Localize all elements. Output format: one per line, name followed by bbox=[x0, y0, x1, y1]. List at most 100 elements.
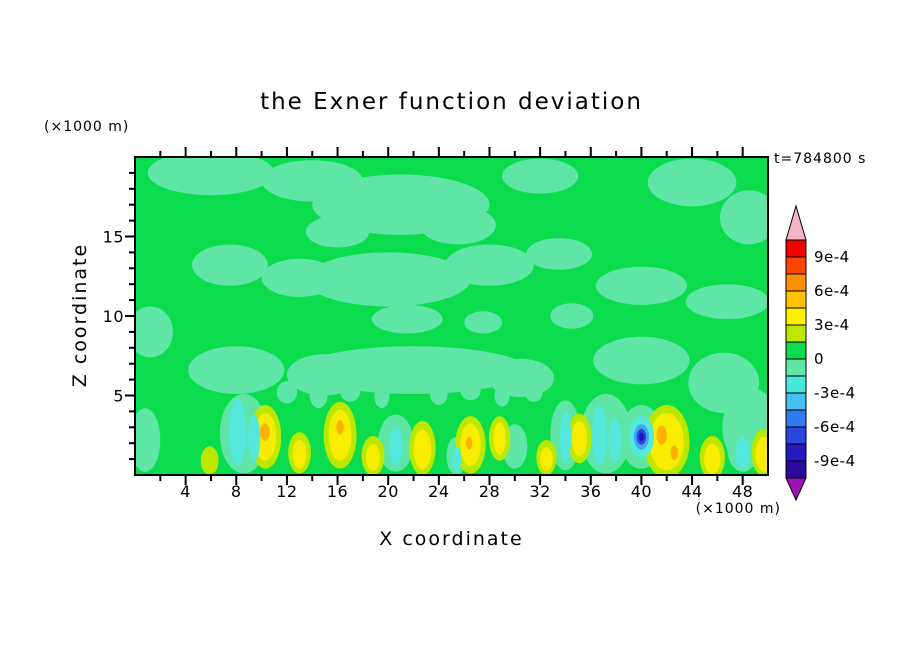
contour-blob bbox=[638, 432, 644, 442]
colorbar-segment bbox=[785, 426, 807, 445]
contour-blob bbox=[592, 405, 608, 466]
x-tick-label: 28 bbox=[479, 482, 500, 501]
contour-blob bbox=[704, 443, 721, 475]
colorbar-segment bbox=[785, 392, 807, 411]
contour-blob bbox=[649, 412, 684, 471]
x-tick-label: 20 bbox=[378, 482, 399, 501]
contour-blob bbox=[340, 379, 361, 402]
axis-ticks bbox=[125, 147, 744, 485]
contour-blob bbox=[336, 420, 344, 435]
contour-blob bbox=[670, 445, 679, 460]
contour-blob bbox=[413, 429, 432, 470]
contour-blob bbox=[292, 440, 307, 469]
y-axis-label: Z coordinate bbox=[69, 242, 91, 388]
contour-blob bbox=[419, 206, 496, 245]
contour-blob bbox=[147, 157, 275, 196]
contour-blob bbox=[188, 346, 285, 394]
contour-blob bbox=[247, 414, 261, 463]
contour-blob bbox=[524, 382, 543, 402]
contour-blob bbox=[647, 158, 737, 207]
contour-blob bbox=[540, 447, 553, 472]
x-tick-label: 44 bbox=[681, 482, 702, 501]
contour-blob bbox=[494, 384, 510, 407]
contour-blob bbox=[735, 436, 751, 469]
y-tick-label: 10 bbox=[103, 307, 124, 326]
colorbar-segment bbox=[785, 358, 807, 377]
colorbar-bottom-arrow bbox=[785, 477, 807, 502]
colorbar-segment bbox=[785, 239, 807, 258]
colorbar-segment bbox=[785, 324, 807, 343]
colorbar-label: -6e-4 bbox=[814, 418, 856, 436]
colorbar-segment bbox=[785, 443, 807, 462]
contour-blob bbox=[656, 425, 667, 445]
contour-blob bbox=[374, 382, 390, 409]
contour-blob bbox=[366, 443, 380, 472]
timestamp-label: t=784800 s bbox=[774, 151, 867, 167]
colorbar-segment bbox=[785, 460, 807, 479]
contour-blob bbox=[228, 398, 247, 466]
contour-blob bbox=[259, 423, 270, 441]
contour-blob bbox=[571, 420, 587, 456]
contour-blob bbox=[445, 244, 534, 286]
x-axis-label: X coordinate bbox=[379, 528, 524, 550]
x-tick-label: 24 bbox=[428, 482, 449, 501]
colorbar-segment bbox=[785, 375, 807, 394]
contour-blob bbox=[608, 417, 622, 463]
contour-blob bbox=[755, 436, 768, 472]
colorbar: 9e-4 6e-4 3e-4 0 -3e-4 -6e-4 -9e-4 bbox=[785, 204, 856, 502]
contour-blob bbox=[388, 427, 403, 466]
x-tick-label: 4 bbox=[180, 482, 191, 501]
colorbar-label: 3e-4 bbox=[814, 316, 850, 334]
colorbar-segment bbox=[785, 409, 807, 428]
contour-blob bbox=[328, 409, 352, 461]
contour-blob bbox=[452, 446, 461, 472]
x-tick-label: 16 bbox=[327, 482, 348, 501]
contour-blob bbox=[595, 266, 687, 305]
colorbar-top-arrow bbox=[785, 204, 807, 241]
colorbar-segment bbox=[785, 273, 807, 292]
plot-frame bbox=[134, 156, 769, 476]
contour-field bbox=[135, 157, 768, 475]
colorbar-segment bbox=[785, 256, 807, 275]
contour-blob bbox=[305, 252, 471, 307]
x-axis-unit: (×1000 m) bbox=[695, 501, 781, 517]
contour-blob bbox=[371, 304, 443, 334]
contour-blob bbox=[309, 382, 328, 409]
y-tick-label: 15 bbox=[103, 228, 124, 247]
contour-blob bbox=[502, 158, 579, 194]
contour-blob bbox=[550, 303, 594, 329]
contour-blob bbox=[719, 190, 768, 245]
colorbar-label: 6e-4 bbox=[814, 282, 850, 300]
contour-blob bbox=[526, 238, 593, 270]
contour-blob bbox=[460, 381, 481, 401]
colorbar-segment bbox=[785, 290, 807, 309]
x-tick-label: 40 bbox=[631, 482, 652, 501]
contour-blob bbox=[305, 215, 370, 248]
x-tick-label: 12 bbox=[276, 482, 297, 501]
contour-blob bbox=[466, 436, 473, 450]
y-axis-unit: (×1000 m) bbox=[44, 119, 130, 135]
colorbar-segment bbox=[785, 341, 807, 360]
contour-blob bbox=[276, 381, 298, 404]
contour-blob bbox=[191, 244, 268, 286]
y-tick-label: 5 bbox=[113, 387, 124, 406]
x-tick-label: 8 bbox=[231, 482, 242, 501]
contour-blob bbox=[135, 408, 161, 472]
colorbar-label: 0 bbox=[814, 350, 824, 368]
contour-blob bbox=[200, 446, 219, 475]
contour-blob bbox=[429, 382, 448, 406]
colorbar-segment bbox=[785, 307, 807, 326]
contour-blob bbox=[135, 306, 173, 358]
contour-blob bbox=[493, 422, 506, 455]
contour-blob bbox=[559, 411, 572, 463]
contour-blob bbox=[593, 336, 690, 385]
colorbar-label: -3e-4 bbox=[814, 384, 856, 402]
x-tick-label: 32 bbox=[529, 482, 550, 501]
chart-title: the Exner function deviation bbox=[260, 89, 643, 115]
x-tick-label: 36 bbox=[580, 482, 601, 501]
contour-blob bbox=[464, 311, 503, 334]
colorbar-label: -9e-4 bbox=[814, 452, 856, 470]
contour-blob bbox=[685, 284, 768, 320]
